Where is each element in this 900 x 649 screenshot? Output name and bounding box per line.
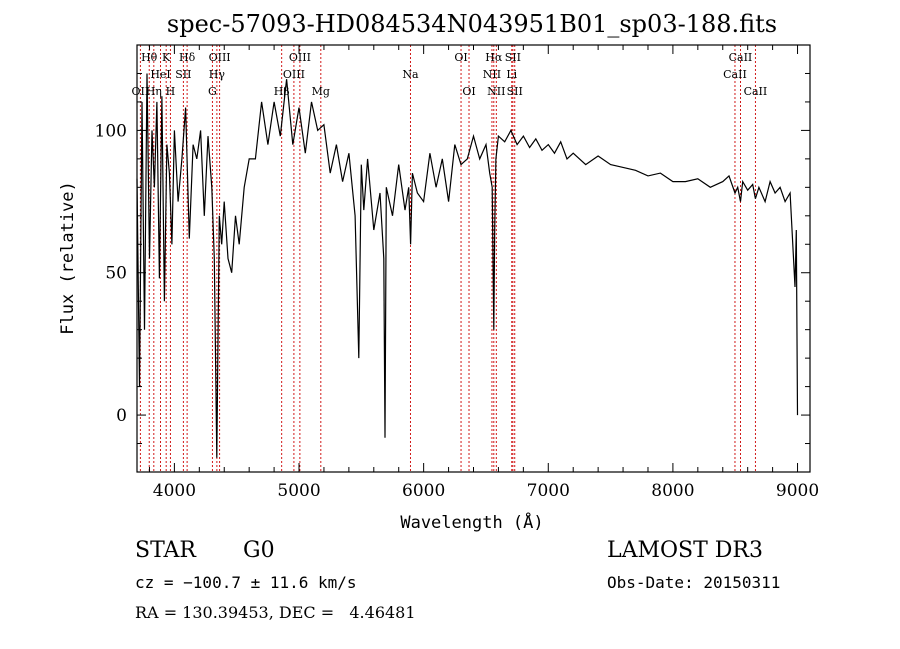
marker-label: OIII [283,68,305,81]
chart-title: spec-57093-HD084534N043951B01_sp03-188.f… [167,10,777,38]
survey-name: LAMOST DR3 [607,538,763,563]
x-tick-label: 5000 [277,481,320,501]
spectrum-series-line [136,73,799,458]
marker-label: NII [487,85,505,98]
y-axis-label: Flux (relative) [58,181,78,335]
marker-label: OIII [209,51,231,64]
marker-label: Na [402,68,419,81]
marker-label: K [162,51,171,64]
marker-label: OII [132,85,150,98]
coordinates-readout: RA = 130.39453, DEC = 4.46481 [135,603,416,622]
marker-label: HeI [150,68,170,81]
marker-label: SII [505,51,521,64]
emission-line-labels: OIIHθHηHeIKHSIIHδGHγOIIIHβOIIIOIIIMgNaOI… [132,51,768,98]
x-tick-label: 6000 [402,481,445,501]
marker-label: OI [462,85,475,98]
marker-label: Hη [146,85,162,98]
marker-label: G [208,85,217,98]
marker-label: Li [506,68,517,81]
y-tick-label: 100 [95,121,127,141]
marker-label: H [166,85,176,98]
marker-label: Hγ [209,68,226,81]
y-tick-label: 0 [116,406,127,426]
y-axis-ticks: 0 50 100 [95,44,810,473]
marker-label: Hα [485,51,503,64]
marker-label: Hθ [141,51,158,64]
obs-date-readout: Obs-Date: 20150311 [607,573,781,592]
marker-label: CaII [729,51,753,64]
x-tick-label: 9000 [776,481,819,501]
redshift-readout: cz = −100.7 ± 11.6 km/s [135,573,357,592]
object-subclass: G0 [243,538,275,563]
x-axis-ticks: 4000 5000 6000 7000 8000 9000 [148,45,819,501]
y-tick-label: 50 [105,264,127,284]
x-tick-label: 8000 [651,481,694,501]
marker-label: Mg [312,85,330,98]
marker-label: SII [507,85,523,98]
marker-label: Hδ [179,51,196,64]
x-tick-label: 4000 [153,481,196,501]
marker-label: NII [483,68,501,81]
plot-frame [136,44,811,473]
marker-label: CaII [723,68,747,81]
object-class: STAR [135,538,196,563]
x-tick-label: 7000 [527,481,570,501]
marker-label: CaII [744,85,768,98]
marker-label: OI [454,51,467,64]
marker-label: SII [175,68,191,81]
marker-label: OIII [289,51,311,64]
x-axis-label: Wavelength (Å) [400,511,543,533]
